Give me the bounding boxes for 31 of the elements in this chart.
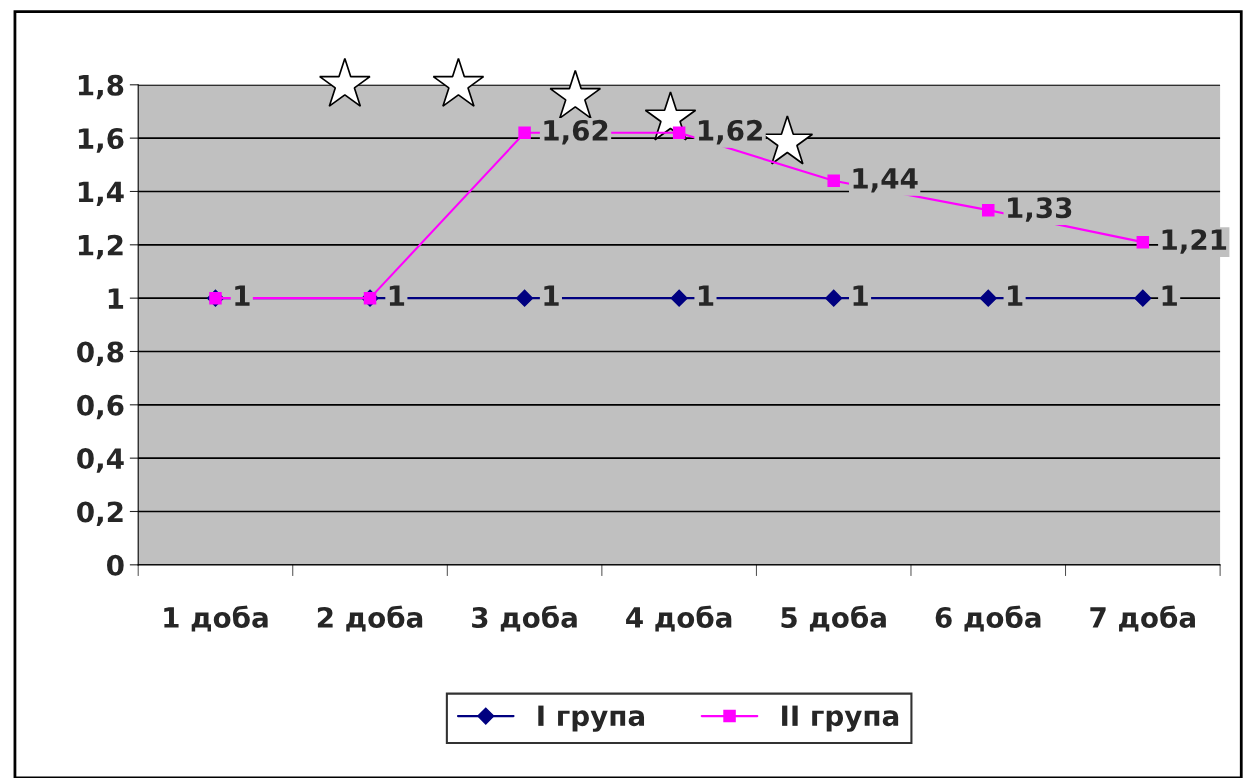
data-label: 1 bbox=[389, 285, 405, 306]
legend-label: II група bbox=[782, 705, 899, 732]
data-label: 1 bbox=[235, 285, 250, 306]
legend-label: I група bbox=[538, 705, 645, 732]
y-tick-label: 0,6 bbox=[77, 394, 124, 420]
data-label: 1,62 bbox=[698, 119, 762, 145]
x-tick-label: 6 доба bbox=[935, 605, 1041, 632]
y-tick-label: 0,2 bbox=[77, 501, 123, 526]
x-tick-label: 3 доба bbox=[472, 605, 577, 632]
y-tick-label: 0,4 bbox=[77, 448, 124, 473]
x-tick-label: 2 доба bbox=[317, 605, 423, 632]
data-label: 1 bbox=[1162, 285, 1177, 306]
data-label: 1,21 bbox=[1162, 229, 1227, 254]
y-tick-label: 1 bbox=[108, 288, 124, 309]
data-label: 1 bbox=[698, 285, 714, 306]
data-label: 1,62 bbox=[544, 119, 608, 145]
y-tick-label: 1,6 bbox=[78, 128, 124, 153]
y-tick-label: 1,4 bbox=[78, 181, 124, 206]
x-tick-label: 7 доба bbox=[1090, 605, 1195, 632]
x-tick-label: 4 доба bbox=[626, 605, 732, 632]
data-label: 1 bbox=[853, 285, 868, 306]
y-tick-label: 1,2 bbox=[78, 234, 123, 260]
y-tick-label: 0 bbox=[107, 554, 124, 576]
y-tick-label: 1,8 bbox=[78, 74, 124, 100]
data-label: 1 bbox=[544, 285, 559, 306]
x-tick-label: 1 доба bbox=[164, 605, 268, 632]
data-label: 1,33 bbox=[1008, 197, 1072, 222]
data-label: 1,44 bbox=[853, 168, 918, 193]
data-label: 1 bbox=[1008, 285, 1023, 306]
y-tick-label: 0,8 bbox=[77, 341, 124, 366]
x-tick-label: 5 доба bbox=[781, 605, 886, 632]
